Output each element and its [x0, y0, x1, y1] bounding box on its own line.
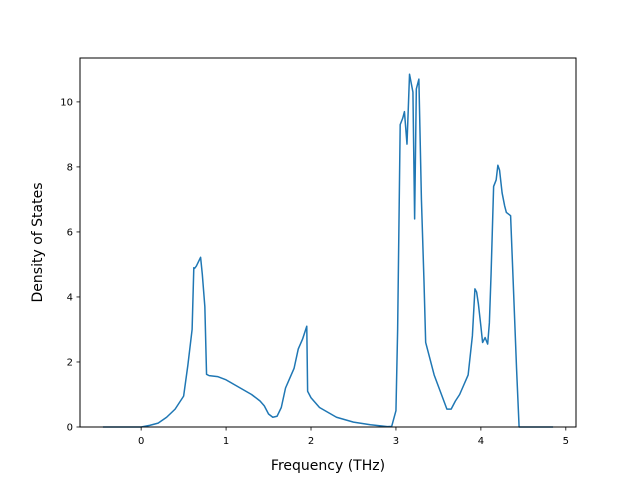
- x-axis-label: Frequency (THz): [271, 458, 385, 474]
- y-tick-label: 8: [67, 162, 73, 173]
- axis-ticks: 0 1 2 3 4 5 0 2 4 6 8 10: [60, 97, 569, 447]
- x-tick-label: 2: [308, 436, 314, 447]
- x-tick-label: 1: [223, 436, 229, 447]
- y-tick-label: 4: [67, 292, 73, 303]
- y-tick-label: 0: [67, 423, 73, 434]
- y-tick-label: 2: [67, 357, 73, 368]
- axes-frame: [79, 57, 577, 428]
- dos-series-line: [102, 73, 554, 428]
- x-tick-label: 3: [393, 436, 399, 447]
- y-tick-label: 10: [60, 97, 73, 108]
- y-axis-label: Density of States: [30, 183, 46, 303]
- plot-area: [102, 73, 554, 428]
- x-tick-label: 5: [563, 436, 569, 447]
- y-tick-label: 6: [67, 227, 73, 238]
- x-tick-label: 4: [478, 436, 484, 447]
- x-tick-label: 0: [138, 436, 144, 447]
